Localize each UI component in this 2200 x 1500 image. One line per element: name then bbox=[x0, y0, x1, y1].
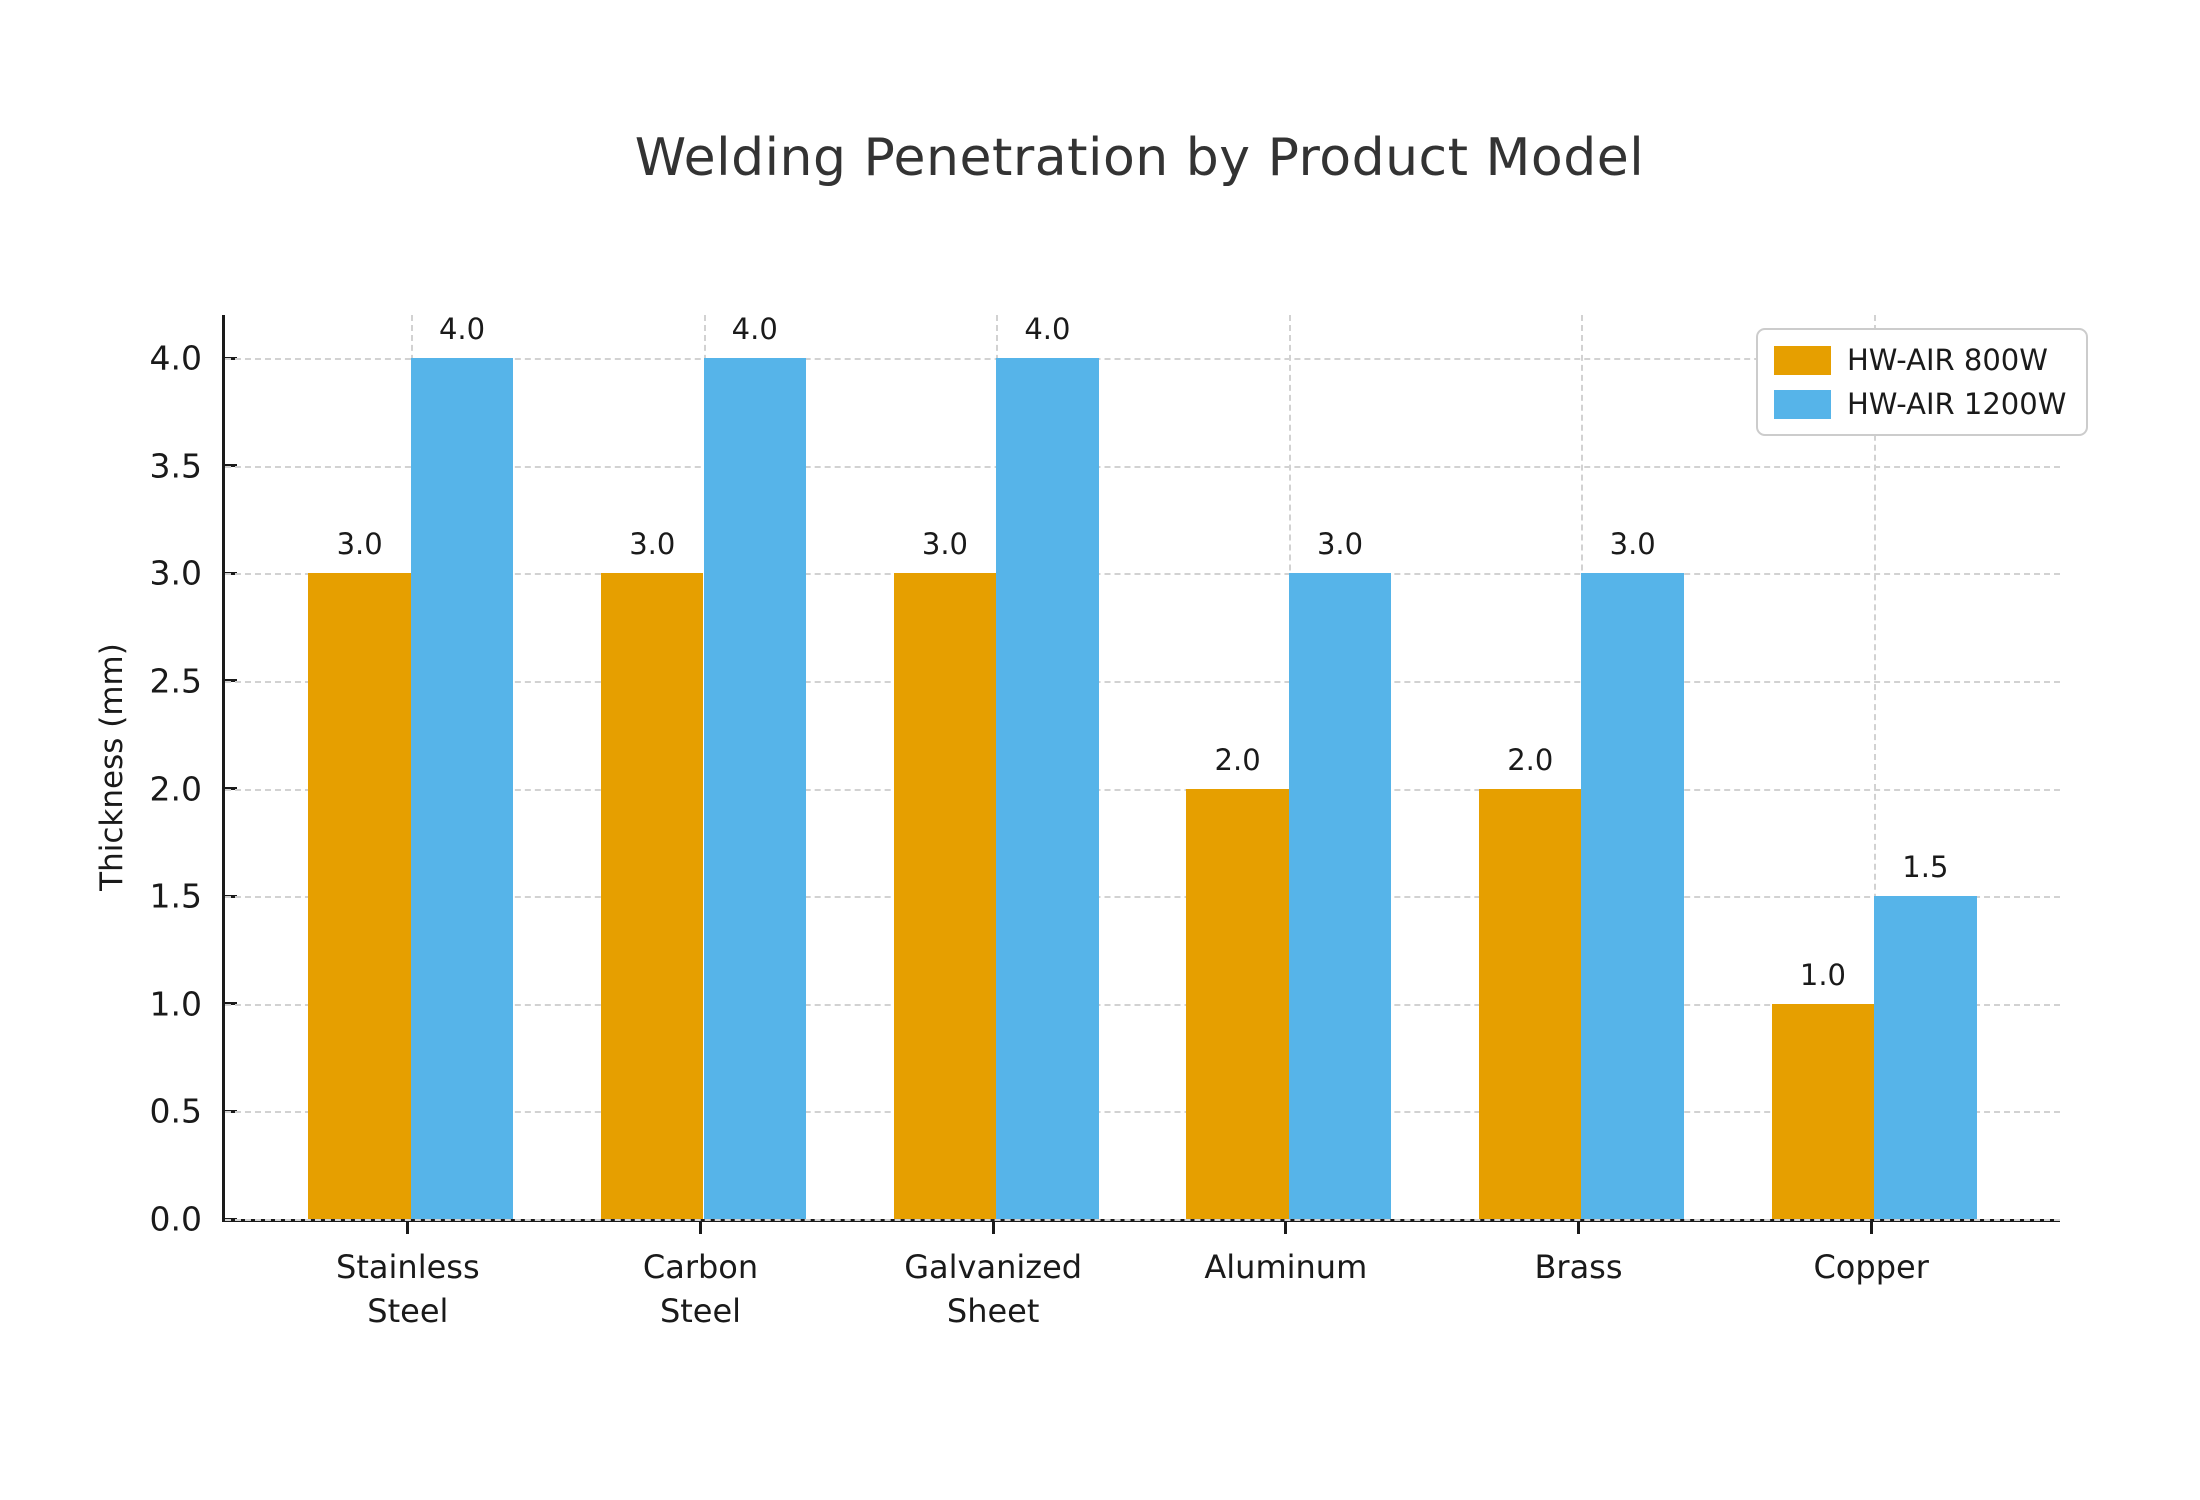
x-tick-mark bbox=[699, 1222, 702, 1234]
gridline-horizontal bbox=[225, 573, 2060, 576]
x-tick-mark bbox=[1576, 1222, 1580, 1234]
y-tick-label: 0.0 bbox=[149, 1199, 202, 1239]
bar-hw-air-1200w bbox=[1288, 573, 1392, 1219]
gridline-horizontal bbox=[225, 1219, 2060, 1221]
legend-swatch bbox=[1774, 345, 1831, 375]
legend-label: HW-AIR 1200W bbox=[1847, 387, 2067, 421]
x-tick-label: Copper bbox=[1813, 1248, 1929, 1286]
plot-area: 3.0 3.0 3.0 2.0 2.0 1.0 4.0 4.0 4.0 3.0 3.0 1.5 bbox=[222, 312, 2060, 1222]
x-tick-label: Brass bbox=[1534, 1248, 1623, 1286]
bar-value-label: 3.0 bbox=[629, 527, 676, 562]
bar-value-label: 3.0 bbox=[1316, 527, 1364, 562]
gridline-vertical bbox=[1874, 315, 1877, 1219]
gridline-horizontal bbox=[225, 680, 2060, 683]
bar-value-label: 3.0 bbox=[921, 527, 968, 562]
bar-hw-air-1200w bbox=[410, 358, 514, 1219]
x-tick-label: Carbon Steel bbox=[642, 1248, 759, 1330]
gridline-horizontal bbox=[225, 788, 2060, 791]
chart-title: Welding Penetration by Product Model bbox=[634, 128, 1645, 188]
y-tick-label: 3.0 bbox=[149, 553, 202, 593]
bar-hw-air-1200w bbox=[996, 358, 1099, 1219]
x-tick-mark bbox=[1869, 1222, 1873, 1234]
y-tick-label: 1.5 bbox=[149, 876, 202, 916]
gridline-horizontal bbox=[225, 896, 2060, 899]
bar-value-label: 2.0 bbox=[1507, 742, 1554, 777]
gridline-horizontal bbox=[225, 1111, 2060, 1114]
bar-value-label: 4.0 bbox=[731, 312, 778, 347]
y-tick-label: 4.0 bbox=[149, 338, 202, 378]
legend-item: HW-AIR 1200W bbox=[1774, 387, 2066, 421]
x-tick-mark bbox=[406, 1222, 410, 1234]
gridline-horizontal bbox=[225, 465, 2060, 468]
x-tick-label: Galvanized Sheet bbox=[904, 1248, 1083, 1330]
bar-hw-air-1200w bbox=[1581, 573, 1684, 1219]
bar-value-label: 3.0 bbox=[336, 527, 383, 562]
bar-hw-air-800w bbox=[1479, 788, 1582, 1219]
y-tick-label: 2.5 bbox=[149, 661, 202, 701]
gridline-horizontal bbox=[225, 1003, 2060, 1006]
x-tick-label: Aluminum bbox=[1204, 1248, 1368, 1286]
y-tick-label: 1.0 bbox=[149, 984, 202, 1024]
bar-hw-air-1200w bbox=[703, 358, 806, 1219]
y-tick-label: 3.5 bbox=[149, 446, 202, 486]
gridline-horizontal bbox=[225, 358, 2060, 361]
x-tick-label: Stainless Steel bbox=[336, 1248, 480, 1330]
bar-hw-air-800w bbox=[308, 573, 411, 1219]
bar-value-label: 4.0 bbox=[438, 312, 486, 347]
bar-value-label: 3.0 bbox=[1609, 527, 1656, 562]
legend-label: HW-AIR 800W bbox=[1847, 343, 2048, 377]
legend-swatch bbox=[1774, 389, 1831, 419]
legend-item: HW-AIR 800W bbox=[1774, 343, 2066, 377]
bar-value-label: 2.0 bbox=[1214, 742, 1261, 777]
y-tick-label: 0.5 bbox=[149, 1091, 202, 1131]
x-tick-mark bbox=[1284, 1222, 1288, 1234]
bar-hw-air-800w bbox=[601, 573, 704, 1219]
legend: HW-AIR 800W HW-AIR 1200W bbox=[1756, 328, 2089, 436]
bar-value-label: 1.5 bbox=[1902, 850, 1949, 885]
y-tick-label: 2.0 bbox=[149, 769, 202, 809]
bar-hw-air-1200w bbox=[1874, 896, 1977, 1219]
x-tick-mark bbox=[991, 1222, 995, 1234]
bar-hw-air-800w bbox=[1771, 1003, 1875, 1219]
bar-hw-air-800w bbox=[1186, 788, 1289, 1219]
bar-value-label: 4.0 bbox=[1024, 312, 1071, 347]
bar-hw-air-800w bbox=[893, 573, 997, 1219]
bar-value-label: 1.0 bbox=[1799, 957, 1846, 992]
